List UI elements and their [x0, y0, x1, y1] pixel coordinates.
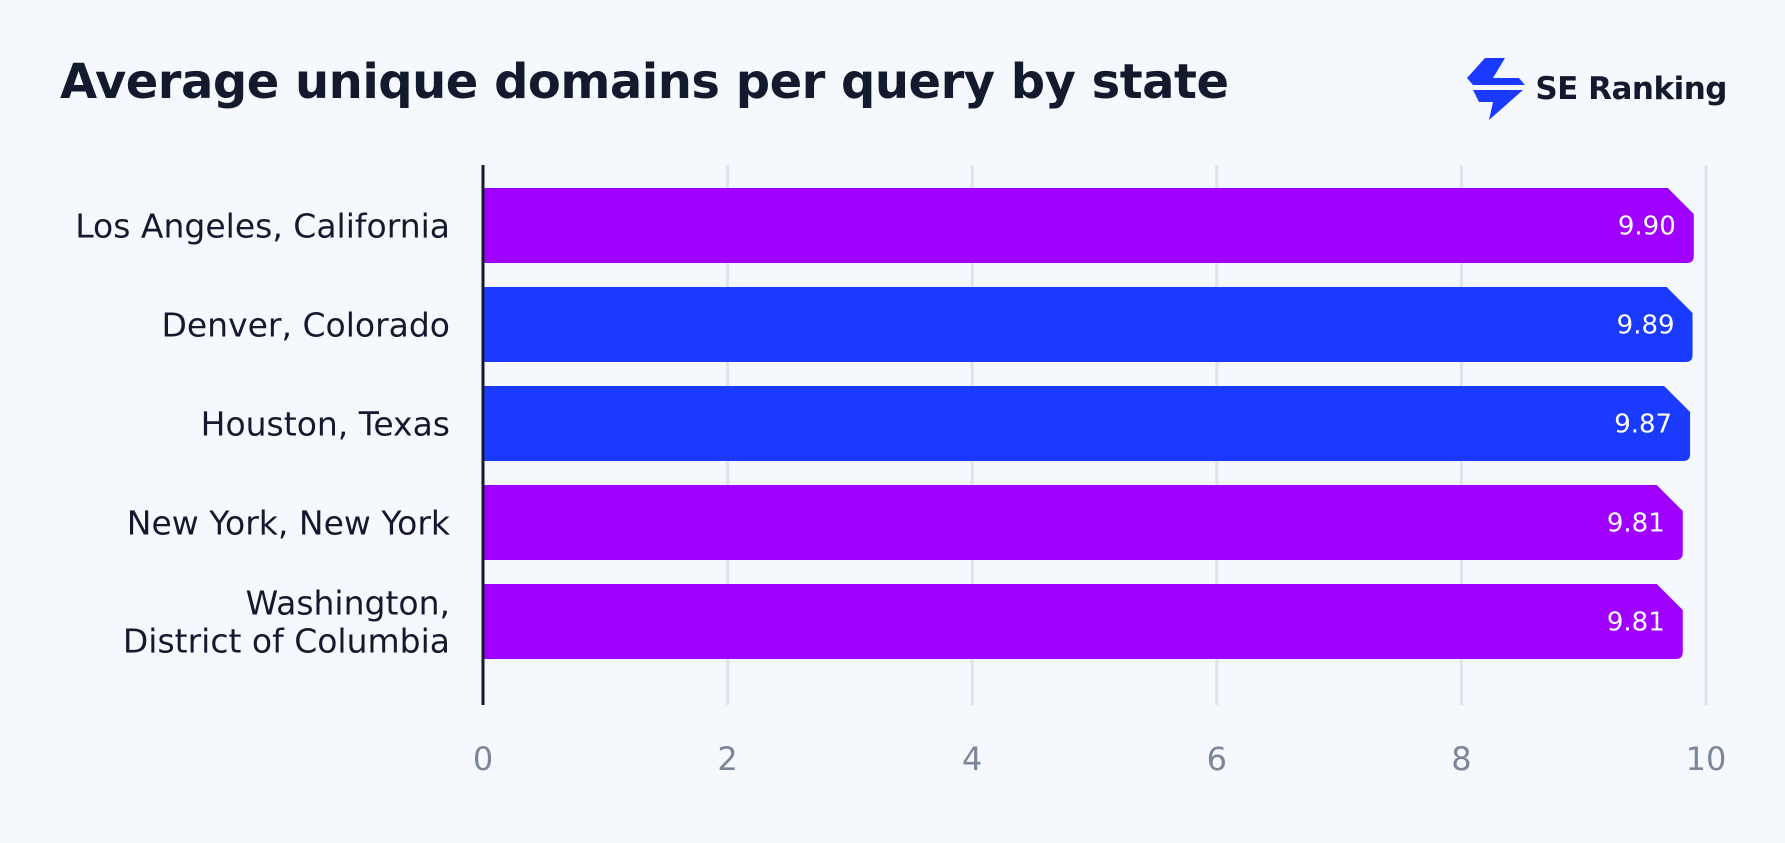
chart-title: Average unique domains per query by stat…	[60, 54, 1229, 110]
bar	[483, 584, 1683, 659]
x-tick-label: 2	[717, 740, 737, 778]
x-tick-label: 10	[1686, 740, 1727, 778]
category-label: Washington,	[246, 584, 450, 623]
bar	[483, 188, 1694, 263]
x-tick-label: 8	[1451, 740, 1471, 778]
category-label: Denver, Colorado	[161, 306, 450, 345]
category-label: Los Angeles, California	[75, 207, 450, 246]
brand-name: SE Ranking	[1535, 71, 1727, 107]
x-tick-label: 0	[473, 740, 493, 778]
brand-logo: SE Ranking	[1467, 58, 1727, 120]
category-label: New York, New York	[127, 504, 451, 543]
x-tick-label: 4	[962, 740, 982, 778]
value-label: 9.81	[1607, 509, 1665, 539]
x-tick-label: 6	[1207, 740, 1227, 778]
value-label: 9.90	[1618, 212, 1676, 242]
bar	[483, 386, 1691, 461]
bar	[483, 287, 1693, 362]
category-label: District of Columbia	[123, 622, 450, 661]
category-label: Houston, Texas	[201, 405, 450, 444]
value-label: 9.81	[1607, 608, 1665, 638]
value-label: 9.89	[1617, 311, 1675, 341]
se-ranking-bolt-icon	[1467, 58, 1526, 120]
bar	[483, 485, 1683, 560]
value-label: 9.87	[1614, 410, 1672, 440]
